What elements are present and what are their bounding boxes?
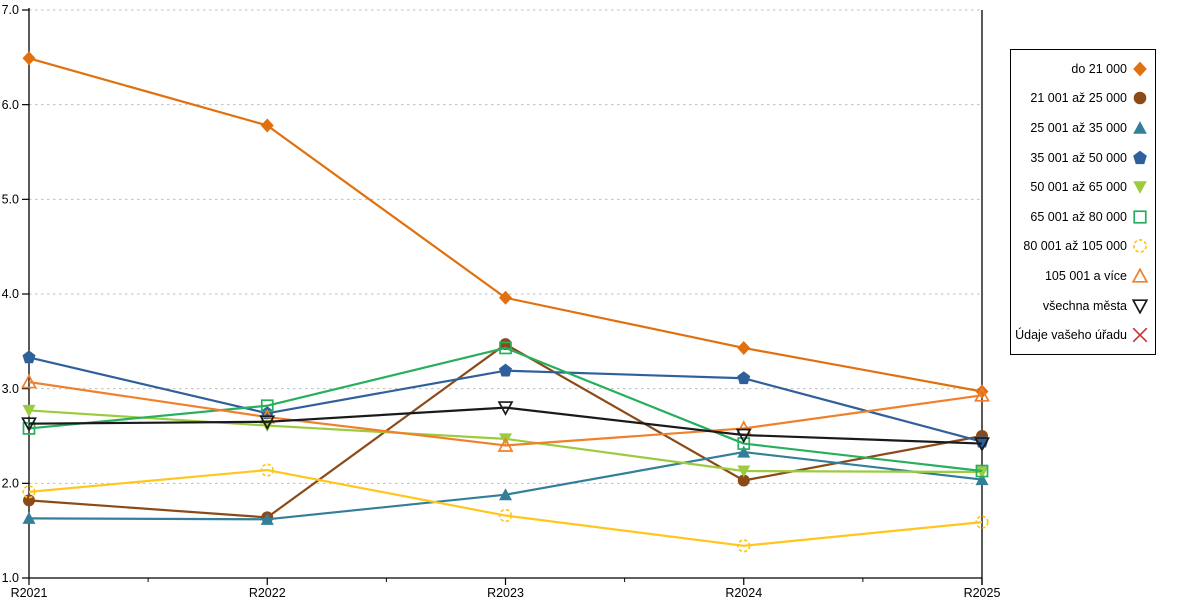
data-point <box>737 474 750 487</box>
data-point <box>22 51 36 66</box>
data-point <box>22 404 36 417</box>
data-point <box>22 350 36 364</box>
data-point <box>260 512 274 525</box>
legend-item-35-001-a-50-000: 35 001 až 50 000 <box>1015 144 1148 172</box>
legend-item-80-001-a-105-000: 80 001 až 105 000 <box>1015 232 1148 260</box>
square-open-marker-icon <box>1133 210 1147 224</box>
legend-item-65-001-a-80-000: 65 001 až 80 000 <box>1015 203 1148 231</box>
legend-label: 21 001 až 25 000 <box>1030 91 1127 106</box>
y-tick-label: 4.0 <box>2 287 19 301</box>
legend-label: Údaje vašeho úřadu <box>1015 328 1127 343</box>
legend: do 21 000 21 001 až 25 000 25 001 až 35 00… <box>1010 49 1156 355</box>
diamond-marker-icon <box>1133 61 1147 77</box>
data-point <box>737 371 751 385</box>
data-point <box>737 437 751 450</box>
legend-label: 80 001 až 105 000 <box>1023 239 1127 254</box>
data-point <box>22 485 36 499</box>
x-marker-icon <box>1132 327 1148 343</box>
series-do-21-000 <box>22 51 989 399</box>
legend-item-21-001-a-25-000: 21 001 až 25 000 <box>1015 84 1148 112</box>
data-point <box>499 488 512 501</box>
data-point <box>21 373 37 389</box>
x-tick-label: R2023 <box>487 586 524 600</box>
data-point <box>497 437 514 452</box>
data-point <box>21 417 37 432</box>
y-tick-label: 2.0 <box>2 477 19 491</box>
gridlines <box>29 9 982 484</box>
triangle-up-open-marker-icon <box>1132 267 1148 283</box>
y-tick-label: 3.0 <box>2 382 19 396</box>
circle-open-dashed-marker-icon <box>1133 239 1147 254</box>
legend-label: 65 001 až 80 000 <box>1030 209 1127 224</box>
data-point <box>498 508 513 523</box>
y-tick-label: 1.0 <box>2 571 19 585</box>
series-65-001-a-80-000 <box>22 341 989 478</box>
legend-label: všechna města <box>1042 298 1127 313</box>
y-tick-label: 7.0 <box>2 3 19 17</box>
legend-item-105-001-a-v-ce: 105 001 a více <box>1015 262 1148 290</box>
data-point <box>499 338 512 351</box>
data-point <box>975 466 989 479</box>
series-35-001-a-50-000 <box>22 350 989 448</box>
data-point <box>499 341 512 355</box>
x-tick-label: R2021 <box>11 586 48 600</box>
series-v-echna-m-sta <box>21 401 990 452</box>
legend-item-50-001-a-65-000: 50 001 až 65 000 <box>1015 173 1148 201</box>
data-point <box>259 415 276 431</box>
y-axis: 1.0 2.0 3.0 4.0 5.0 6.0 7.0 <box>2 3 29 585</box>
y-tick-label: 5.0 <box>2 193 19 207</box>
x-tick-label: R2024 <box>725 586 762 600</box>
legend-label: 50 001 až 65 000 <box>1030 180 1127 195</box>
legend-label: 105 001 a více <box>1044 268 1127 283</box>
data-point <box>737 539 751 553</box>
legend-item-daje-va-eho-adu: Údaje vašeho úřadu <box>1015 321 1148 349</box>
data-point <box>499 363 512 377</box>
series-80-001-a-105-000 <box>22 463 989 553</box>
series-25-001-a-35-000 <box>22 445 989 525</box>
data-point <box>975 473 989 486</box>
legend-label: 35 001 až 50 000 <box>1030 150 1127 165</box>
x-axis: R2021 R2022 R2023 R2024 R2025 <box>11 578 1001 600</box>
circle-marker-icon <box>1133 92 1147 105</box>
data-point <box>22 511 36 524</box>
data-point <box>974 387 990 402</box>
data-point <box>735 428 752 444</box>
data-point <box>974 437 990 452</box>
legend-item-do-21-000: do 21 000 <box>1015 55 1148 83</box>
legend-label: do 21 000 <box>1071 61 1127 76</box>
pentagon-marker-icon <box>1133 150 1147 164</box>
legend-item-25-001-a-35-000: 25 001 až 35 000 <box>1015 114 1148 142</box>
data-point <box>260 118 274 133</box>
triangle-down-open-marker-icon <box>1132 298 1148 314</box>
data-point <box>499 290 512 305</box>
y-tick-label: 6.0 <box>2 98 19 112</box>
x-tick-label: R2022 <box>249 586 286 600</box>
data-point <box>737 445 751 458</box>
data-point <box>497 401 514 416</box>
data-point <box>260 463 274 477</box>
data-point <box>975 515 989 529</box>
data-point <box>975 464 989 478</box>
x-tick-label: R2025 <box>964 586 1001 600</box>
triangle-down-marker-icon <box>1133 181 1147 194</box>
triangle-up-marker-icon <box>1133 121 1147 134</box>
legend-item-v-echna-m-sta: všechna města <box>1015 292 1148 320</box>
data-point <box>737 465 751 478</box>
legend-label: 25 001 až 35 000 <box>1030 120 1127 135</box>
data-point <box>737 340 751 355</box>
